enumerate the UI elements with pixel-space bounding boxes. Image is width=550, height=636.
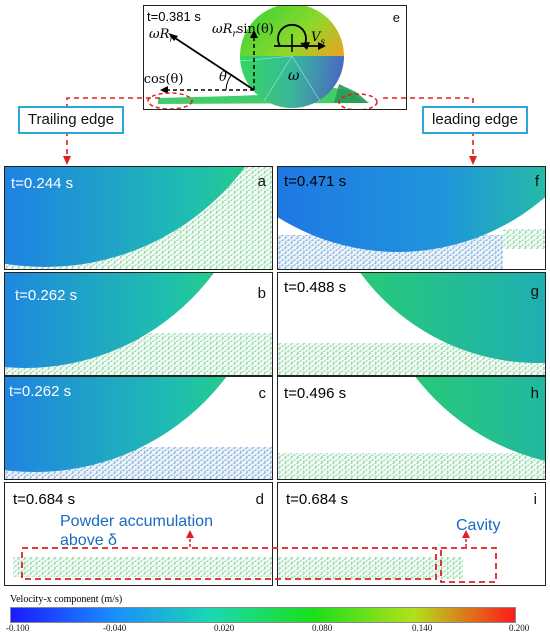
panel-a-letter: a <box>257 173 266 190</box>
panel-b-time: t=0.262 s <box>15 287 78 304</box>
label-vs: Vs <box>311 30 326 48</box>
panel-h-field <box>278 377 545 479</box>
panel-f-letter: f <box>534 173 539 190</box>
drum <box>5 377 227 472</box>
panel-g: t=0.488 s g <box>277 272 546 376</box>
drum <box>415 377 545 461</box>
panel-h-time: t=0.496 s <box>284 385 347 402</box>
label-theta: θ <box>219 70 227 85</box>
panel-d-time: t=0.684 s <box>13 491 76 508</box>
panel-e-letter: e <box>392 10 400 25</box>
colorbar-tick-2: 0.020 <box>214 623 235 633</box>
panel-g-time: t=0.488 s <box>284 279 347 296</box>
panel-c-time: t=0.262 s <box>9 383 72 400</box>
panel-c-field <box>5 377 272 479</box>
panel-i: t=0.684 s i <box>277 482 546 586</box>
panel-b: t=0.262 s b <box>4 272 273 376</box>
panel-a-time: t=0.244 s <box>11 175 74 192</box>
drum-schematic <box>147 6 378 109</box>
panel-i-time: t=0.684 s <box>286 491 349 508</box>
panel-g-letter: g <box>530 283 539 300</box>
drum <box>278 167 545 252</box>
colorbar-tick-0: -0.100 <box>6 623 30 633</box>
cavity-label: Cavity <box>456 517 501 534</box>
panel-c: t=0.262 s c <box>4 376 273 480</box>
panel-h: t=0.496 s h <box>277 376 546 480</box>
powder-accumulation-label: Powder accumulation above δ <box>60 513 213 549</box>
label-omega-r-sin: ωRrsin(θ) <box>212 22 274 40</box>
panel-g-field <box>278 273 545 375</box>
label-omega: ω <box>288 68 300 84</box>
panel-e: t=0.381 s e ωRr ωRrsin(θ) ωRrcos(θ) θ Vs… <box>143 5 407 110</box>
colorbar <box>10 607 516 623</box>
panel-c-letter: c <box>258 385 267 402</box>
colorbar-tick-4: 0.140 <box>412 623 433 633</box>
rotation-arrow <box>277 23 307 47</box>
panel-f: t=0.471 s f <box>277 166 546 270</box>
drum <box>5 273 214 368</box>
colorbar-tick-1: -0.040 <box>103 623 127 633</box>
panel-f-field <box>278 167 545 269</box>
panel-b-letter: b <box>257 285 266 302</box>
panel-f-time: t=0.471 s <box>284 173 347 190</box>
panel-i-letter: i <box>533 491 537 508</box>
panel-h-letter: h <box>530 385 539 402</box>
leading-edge-label: leading edge <box>422 106 528 134</box>
omega-r-vector <box>171 35 255 91</box>
colorbar-title: Velocity-x component (m/s) <box>10 594 123 605</box>
panel-b-field <box>5 273 272 375</box>
colorbar-tick-5: 0.200 <box>509 623 530 633</box>
label-omega-r-cos: ωRrcos(θ) <box>143 72 184 87</box>
label-omega-r: ωRr <box>149 27 174 45</box>
colorbar-tick-3: 0.080 <box>312 623 333 633</box>
trailing-edge-label: Trailing edge <box>18 106 124 134</box>
panel-a: t=0.244 s a <box>4 166 273 270</box>
panel-e-time: t=0.381 s <box>147 9 201 24</box>
panel-d-letter: d <box>255 491 264 508</box>
panel-a-field <box>5 167 272 269</box>
drum <box>360 273 545 363</box>
drum <box>5 167 245 267</box>
leading-edge-marker <box>338 93 378 109</box>
